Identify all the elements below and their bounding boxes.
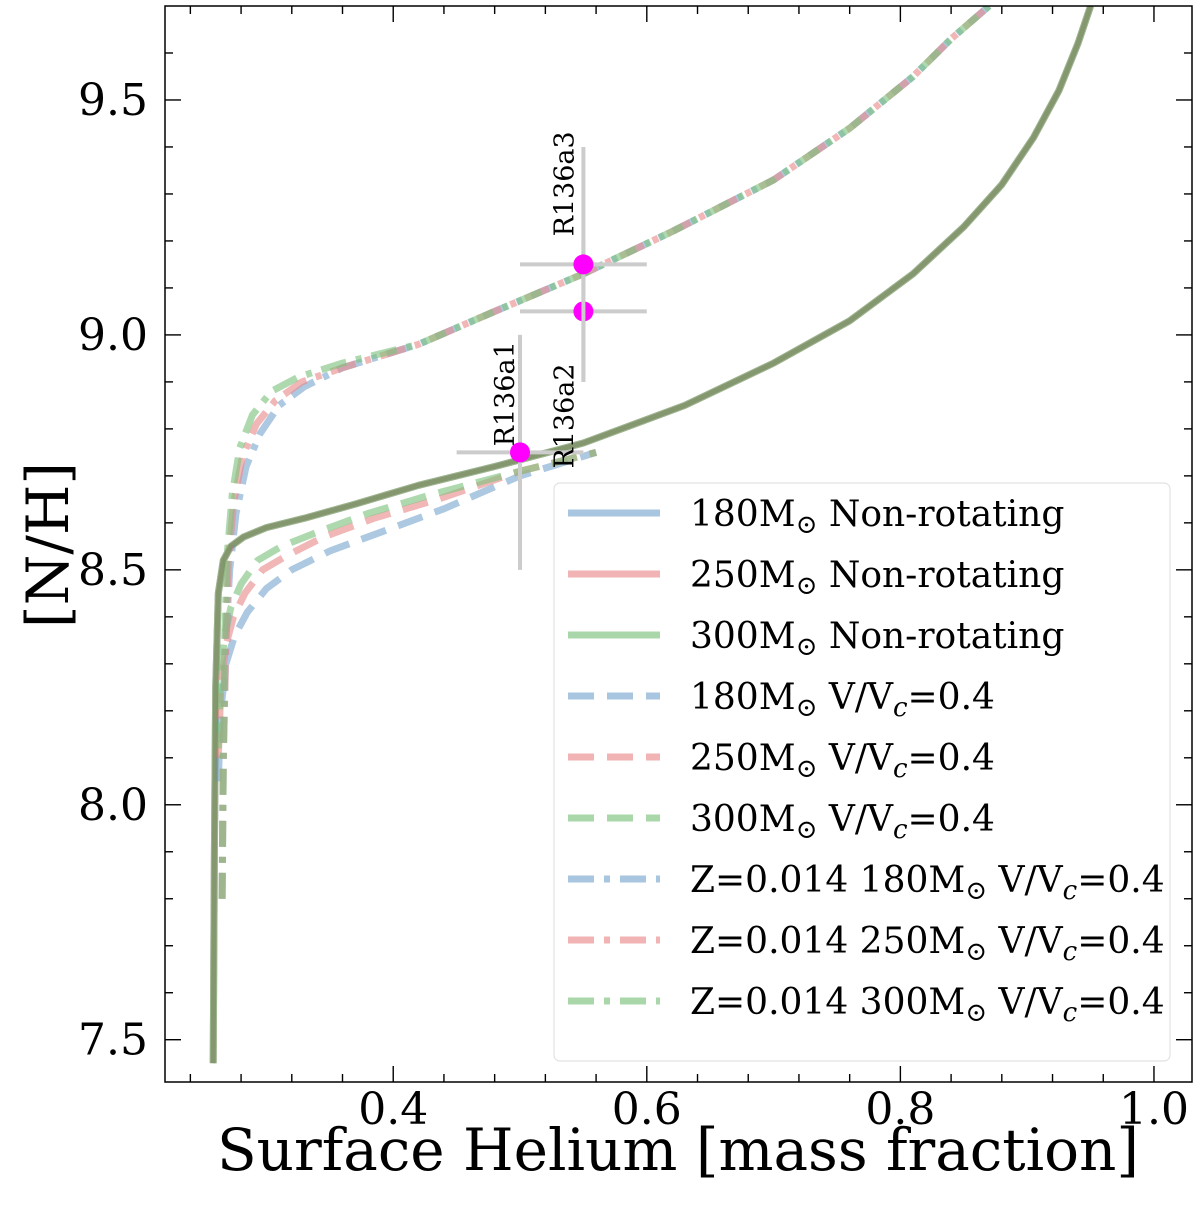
y-tick-label: 8.0 xyxy=(78,780,148,831)
x-tick-label: 1.0 xyxy=(1119,1084,1189,1135)
series-line-4 xyxy=(214,449,598,782)
x-axis-label: Surface Helium [mass fraction] xyxy=(217,1116,1139,1184)
legend-label-7: Z=0.014 180M⊙ V/Vc=0.4 xyxy=(690,860,1165,906)
star-label-2: R136a2 xyxy=(549,363,580,468)
y-tick-label: 9.0 xyxy=(78,310,148,361)
legend-label-9: Z=0.014 300M⊙ V/Vc=0.4 xyxy=(690,982,1165,1028)
legend-label-1: 180M⊙ Non-rotating xyxy=(690,494,1064,540)
y-tick-label: 9.5 xyxy=(78,75,148,126)
series-group xyxy=(209,6,1094,1064)
y-tick-label: 7.5 xyxy=(78,1015,148,1066)
star-label-1: R136a1 xyxy=(490,341,521,446)
legend-label-6: 300M⊙ V/Vc=0.4 xyxy=(690,799,995,845)
legend-label-2: 250M⊙ Non-rotating xyxy=(690,555,1064,601)
legend-label-5: 250M⊙ V/Vc=0.4 xyxy=(690,738,995,784)
star-marker-1 xyxy=(510,442,531,463)
x-tick-label: 0.4 xyxy=(358,1084,428,1135)
legend: 180M⊙ Non-rotating 250M⊙ Non-rotating 300M… xyxy=(553,482,1171,1062)
plot-frame xyxy=(164,5,1193,1083)
star-label-3: R136a3 xyxy=(549,131,580,236)
legend-label-4: 180M⊙ V/Vc=0.4 xyxy=(690,677,995,723)
y-tick-label: 8.5 xyxy=(78,545,148,596)
axis-ticks xyxy=(165,6,1192,1082)
star-marker-3 xyxy=(573,254,594,275)
series-line-6 xyxy=(214,449,597,749)
tick-labels: 0.4 0.6 0.8 1.0 7.5 8.0 8.5 9.0 9.5 xyxy=(78,75,1189,1135)
y-axis-label: [N/H] xyxy=(14,462,82,628)
x-tick-label: 0.8 xyxy=(865,1084,935,1135)
series-line-9 xyxy=(218,6,992,899)
legend-label-8: Z=0.014 250M⊙ V/Vc=0.4 xyxy=(690,921,1165,967)
x-tick-label: 0.6 xyxy=(612,1084,682,1135)
legend-frame xyxy=(553,482,1171,1062)
series-line-5 xyxy=(214,449,597,758)
stars-group: R136a1 R136a2 R136a3 xyxy=(456,131,647,570)
series-overlap-nonrotating xyxy=(210,6,1093,1064)
legend-label-3: 300M⊙ Non-rotating xyxy=(690,616,1064,662)
